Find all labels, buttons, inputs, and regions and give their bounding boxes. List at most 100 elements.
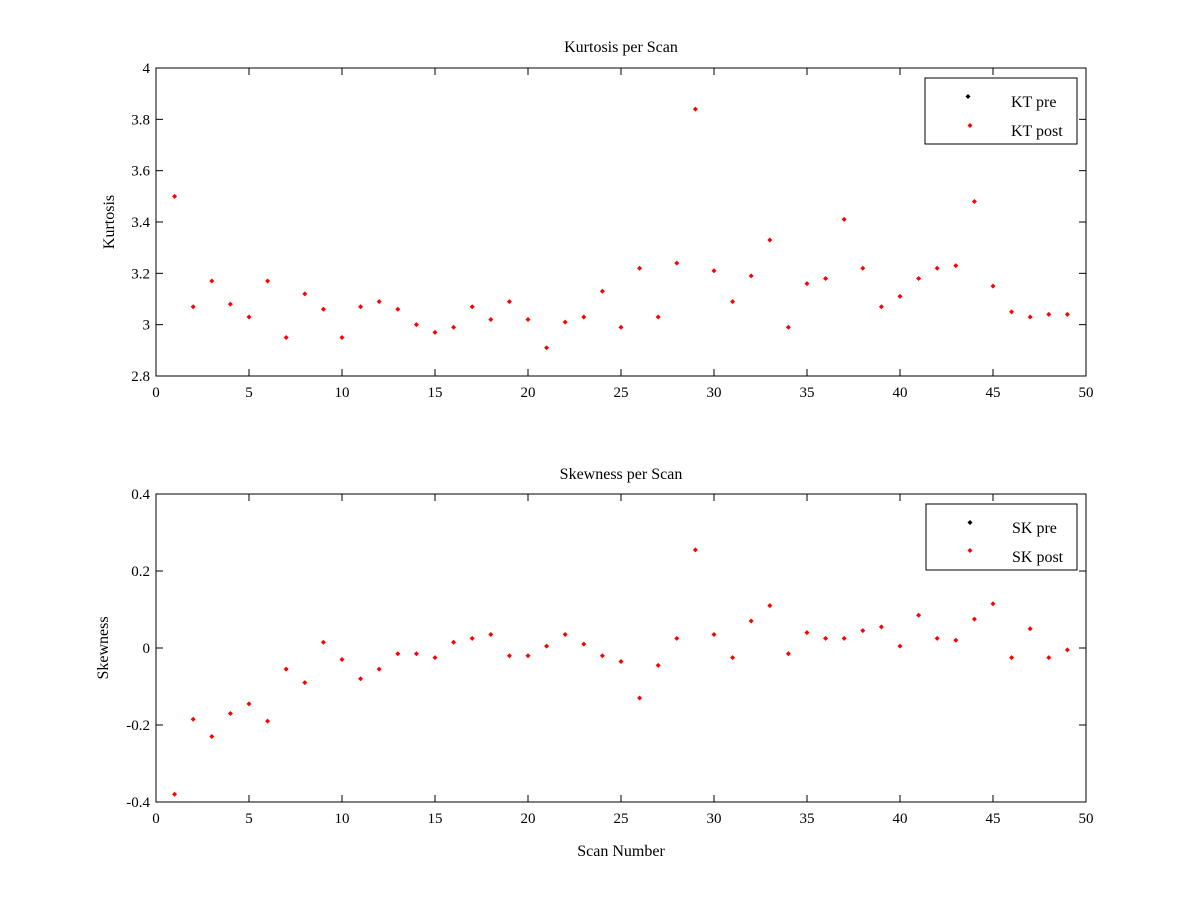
- kurtosis-y-tick-label: 3: [143, 318, 151, 334]
- skewness-post-point: [506, 653, 512, 659]
- skewness-y-tick-label: 0.2: [131, 564, 150, 580]
- kurtosis-y-axis-label: Kurtosis: [101, 195, 118, 249]
- kurtosis-x-tick-label: 45: [986, 385, 1001, 401]
- kurtosis-y-tick-label: 2.8: [131, 369, 150, 385]
- kurtosis-post-point: [1009, 309, 1015, 315]
- kurtosis-x-tick-label: 30: [707, 385, 722, 401]
- kurtosis-y-tick-label: 3.2: [131, 266, 150, 282]
- kurtosis-legend-label-pre: KT pre: [1011, 94, 1056, 111]
- kurtosis-panel: 0 5 10 15 20 25 30 35 40 45 50 2.8 3 3.2 3.4 3.6 3.8 4 Ku…: [101, 39, 1094, 401]
- skewness-post-point: [934, 635, 940, 641]
- kurtosis-legend-marker-pre: [965, 94, 971, 99]
- skewness-y-axis-label: Skewness: [95, 616, 112, 679]
- skewness-post-point: [172, 791, 178, 797]
- kurtosis-post-point: [358, 304, 364, 310]
- kurtosis-post-point: [767, 237, 773, 243]
- kurtosis-post-point: [748, 273, 754, 279]
- skewness-post-point: [971, 616, 977, 622]
- kurtosis-post-point: [488, 317, 494, 323]
- kurtosis-ticks: 0 5 10 15 20 25 30 35 40 45 50 2.8 3 3.2 3.4 3.6 3.8 4: [131, 61, 1093, 401]
- kurtosis-post-point: [1027, 314, 1033, 320]
- skewness-legend-marker-pre: [967, 520, 973, 525]
- skewness-title: Skewness per Scan: [560, 466, 683, 483]
- kurtosis-post-point: [730, 299, 736, 305]
- skewness-post-point: [878, 624, 884, 630]
- skewness-x-tick-label: 40: [893, 811, 908, 827]
- skewness-post-point: [916, 612, 922, 618]
- kurtosis-post-point: [1064, 311, 1070, 317]
- skewness-post-point: [302, 680, 308, 686]
- skewness-x-tick-label: 20: [521, 811, 536, 827]
- skewness-post-point: [730, 655, 736, 661]
- skewness-x-tick-label: 30: [707, 811, 722, 827]
- skewness-post-point: [190, 716, 196, 722]
- kurtosis-legend-marker-post: [967, 123, 973, 128]
- skewness-post-point: [358, 676, 364, 682]
- skewness-post-point: [413, 651, 419, 657]
- skewness-post-point: [860, 628, 866, 634]
- skewness-post-point: [339, 657, 345, 663]
- kurtosis-x-tick-label: 25: [614, 385, 629, 401]
- skewness-post-point: [283, 666, 289, 672]
- skewness-post-point: [804, 630, 810, 636]
- kurtosis-title: Kurtosis per Scan: [564, 39, 678, 56]
- kurtosis-post-point: [897, 293, 903, 299]
- skewness-post-point: [655, 662, 661, 668]
- kurtosis-post-point: [562, 319, 568, 325]
- skewness-y-tick-label: -0.4: [126, 795, 150, 811]
- kurtosis-y-tick-label: 3.8: [131, 112, 150, 128]
- kurtosis-post-point: [451, 324, 457, 330]
- kurtosis-post-point: [246, 314, 252, 320]
- kurtosis-x-tick-label: 0: [152, 385, 160, 401]
- skewness-x-tick-label: 15: [428, 811, 443, 827]
- kurtosis-post-point: [823, 275, 829, 281]
- kurtosis-legend-label-post: KT post: [1011, 123, 1063, 140]
- skewness-post-point: [376, 666, 382, 672]
- kurtosis-post-point: [971, 198, 977, 204]
- skewness-post-point: [246, 701, 252, 707]
- skewness-x-axis-label: Scan Number: [577, 843, 665, 860]
- kurtosis-post-point: [655, 314, 661, 320]
- kurtosis-post-point: [544, 345, 550, 351]
- skewness-x-tick-label: 5: [245, 811, 253, 827]
- kurtosis-post-point: [1046, 311, 1052, 317]
- skewness-legend-label-post: SK post: [1012, 549, 1064, 566]
- kurtosis-x-tick-label: 20: [521, 385, 536, 401]
- kurtosis-post-point: [506, 299, 512, 305]
- kurtosis-post-point: [413, 322, 419, 328]
- kurtosis-post-point: [376, 299, 382, 305]
- kurtosis-legend: KT pre KT post: [924, 77, 1078, 145]
- kurtosis-y-tick-label: 3.4: [131, 215, 150, 231]
- skewness-post-point: [748, 618, 754, 624]
- kurtosis-post-point: [302, 291, 308, 297]
- skewness-legend-marker-post: [967, 548, 973, 553]
- kurtosis-post-point: [990, 283, 996, 289]
- kurtosis-post-point: [339, 335, 345, 340]
- skewness-post-point: [525, 653, 531, 659]
- skewness-post-point: [1046, 655, 1052, 661]
- kurtosis-post-point: [674, 260, 680, 266]
- kurtosis-post-point: [227, 301, 233, 307]
- kurtosis-post-point: [804, 281, 810, 287]
- skewness-post-point: [637, 695, 643, 701]
- skewness-post-point: [320, 639, 326, 645]
- kurtosis-post-point: [265, 278, 271, 284]
- skewness-post-point: [432, 655, 438, 661]
- skewness-post-point: [1064, 647, 1070, 653]
- skewness-post-point: [1009, 655, 1015, 661]
- kurtosis-post-point: [525, 317, 531, 323]
- skewness-post-point: [227, 710, 233, 716]
- kurtosis-x-tick-label: 10: [335, 385, 350, 401]
- skewness-post-point: [618, 658, 624, 664]
- skewness-x-tick-label: 45: [986, 811, 1001, 827]
- skewness-x-tick-label: 10: [335, 811, 350, 827]
- kurtosis-post-point: [581, 314, 587, 320]
- kurtosis-x-tick-label: 5: [245, 385, 253, 401]
- skewness-points: [172, 547, 1070, 797]
- skewness-post-point: [395, 651, 401, 657]
- skewness-post-point: [953, 637, 959, 643]
- skewness-post-point: [562, 632, 568, 638]
- kurtosis-post-point: [878, 304, 884, 310]
- skewness-post-point: [990, 601, 996, 607]
